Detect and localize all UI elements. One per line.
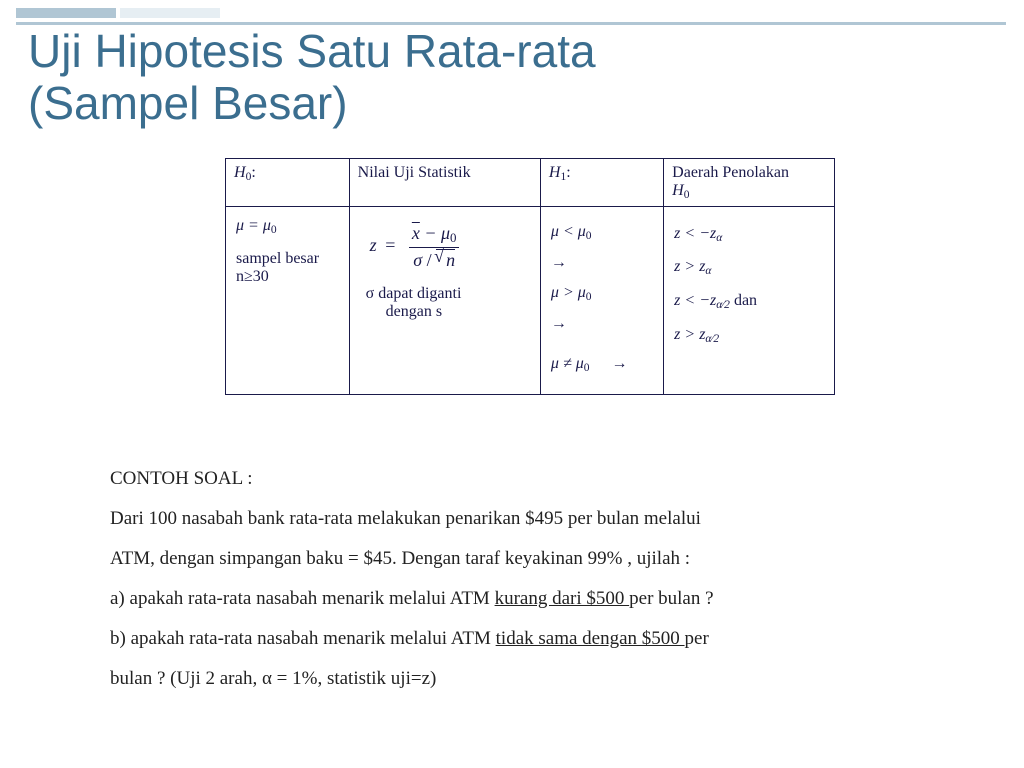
cell-rejection-region: z < −zα z > zα z < −zα⁄2 dan z > zα⁄2: [664, 206, 835, 394]
z-formula-fraction: x − μ0 σ / n: [408, 223, 461, 271]
header-nilai-uji: Nilai Uji Statistik: [349, 159, 540, 207]
statistics-table: H0: Nilai Uji Statistik H1: Daerah Penol…: [225, 158, 835, 395]
header-daerah-penolakan: Daerah Penolakan H0: [664, 159, 835, 207]
decorative-top-bar: [16, 8, 1006, 25]
problem-statement: Dari 100 nasabah bank rata-rata melakuka…: [110, 500, 939, 538]
question-b-line2: bulan ? (Uji 2 arah, α = 1%, statistik u…: [110, 660, 939, 698]
example-body: CONTOH SOAL : Dari 100 nasabah bank rata…: [110, 460, 939, 700]
cell-h1-alternatives: μ < μ0 → μ > μ0 → μ ≠ μ0 →: [540, 206, 663, 394]
sigma-note-2: dengan s: [386, 303, 530, 321]
question-a: a) apakah rata-rata nasabah menarik mela…: [110, 580, 939, 618]
problem-statement-line2: ATM, dengan simpangan baku = $45. Dengan…: [110, 540, 939, 578]
slide: Uji Hipotesis Satu Rata-rata (Sampel Bes…: [0, 0, 1024, 768]
cell-test-statistic: z = x − μ0 σ / n σ dapat diganti dengan: [349, 206, 540, 394]
question-b-line1: b) apakah rata-rata nasabah menarik mela…: [110, 620, 939, 658]
contoh-soal-heading: CONTOH SOAL :: [110, 460, 939, 498]
sigma-note-1: σ dapat diganti: [366, 285, 530, 303]
table-header-row: H0: Nilai Uji Statistik H1: Daerah Penol…: [226, 159, 835, 207]
title-line-1: Uji Hipotesis Satu Rata-rata: [28, 25, 596, 77]
cell-h0-condition: μ = μ0 sampel besar n≥30: [226, 206, 350, 394]
statistics-table-wrapper: H0: Nilai Uji Statistik H1: Daerah Penol…: [225, 158, 835, 395]
header-h1: H1:: [540, 159, 663, 207]
slide-title: Uji Hipotesis Satu Rata-rata (Sampel Bes…: [28, 26, 984, 129]
n-ge-30-text: n≥30: [236, 268, 339, 286]
table-row: μ = μ0 sampel besar n≥30 z = x − μ0: [226, 206, 835, 394]
header-h0: H0:: [226, 159, 350, 207]
title-line-2: (Sampel Besar): [28, 77, 348, 129]
sampel-besar-text: sampel besar: [236, 250, 339, 268]
